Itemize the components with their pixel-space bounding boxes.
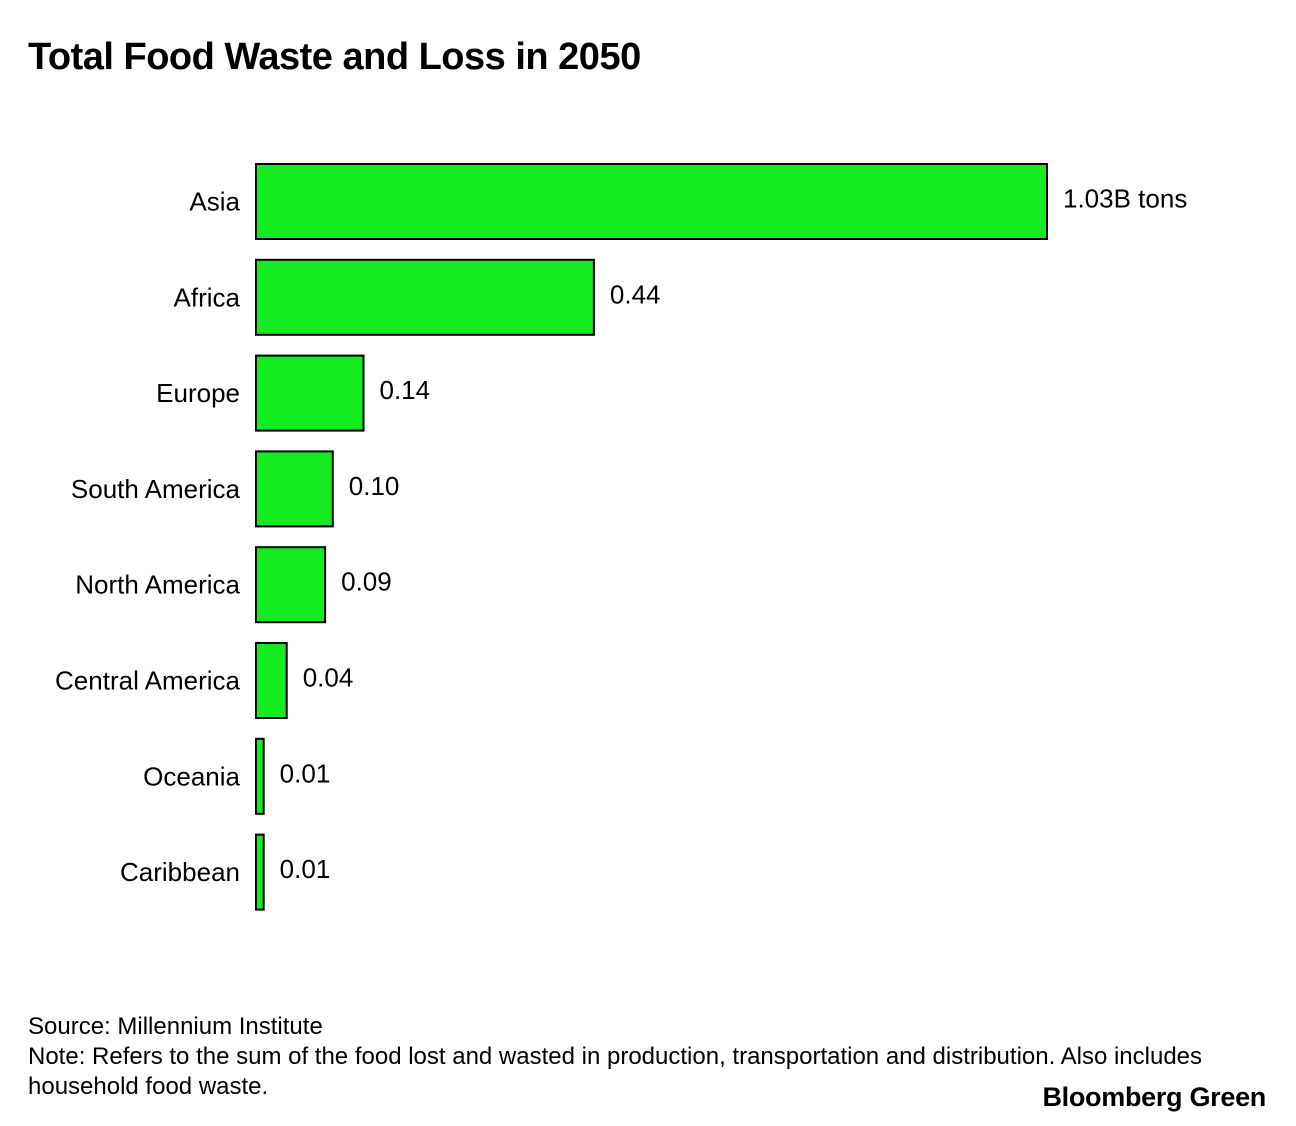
brand-logo: Bloomberg Green [1042,1082,1266,1112]
category-label-oceania: Oceania [143,761,240,791]
category-label-asia: Asia [189,187,240,217]
value-label-europe: 0.14 [380,375,431,405]
bar-caribbean [255,833,265,911]
bar-europe [255,354,365,432]
bar-asia [255,163,1048,240]
category-label-north-america: North America [75,570,240,600]
note-text: Note: Refers to the sum of the food lost… [28,1043,1203,1100]
value-label-north-america: 0.09 [341,567,392,597]
value-label-africa: 0.44 [610,279,661,309]
source-text: Source: Millennium Institute [28,1013,323,1040]
bar-south-america [255,450,334,528]
chart-title: Total Food Waste and Loss in 2050 [28,36,641,78]
value-label-asia: 1.03B tons [1063,184,1187,214]
category-label-europe: Europe [156,378,240,408]
bar-north-america [255,546,327,624]
value-label-south-america: 0.10 [349,471,400,501]
chart-footer: Source: Millennium Institute Note: Refer… [28,1012,1278,1102]
value-label-central-america: 0.04 [303,663,354,693]
category-label-south-america: South America [71,474,241,504]
bar-africa [255,258,595,336]
category-label-africa: Africa [174,282,241,312]
bar-chart: Asia 1.03B tons Africa 0.44 Europe 0.14 South … [55,163,1187,911]
value-label-caribbean: 0.01 [280,854,331,884]
bar-central-america [255,642,288,719]
value-label-oceania: 0.01 [280,758,331,788]
category-label-caribbean: Caribbean [120,857,240,887]
bar-oceania [255,737,265,815]
category-label-central-america: Central America [55,666,240,696]
